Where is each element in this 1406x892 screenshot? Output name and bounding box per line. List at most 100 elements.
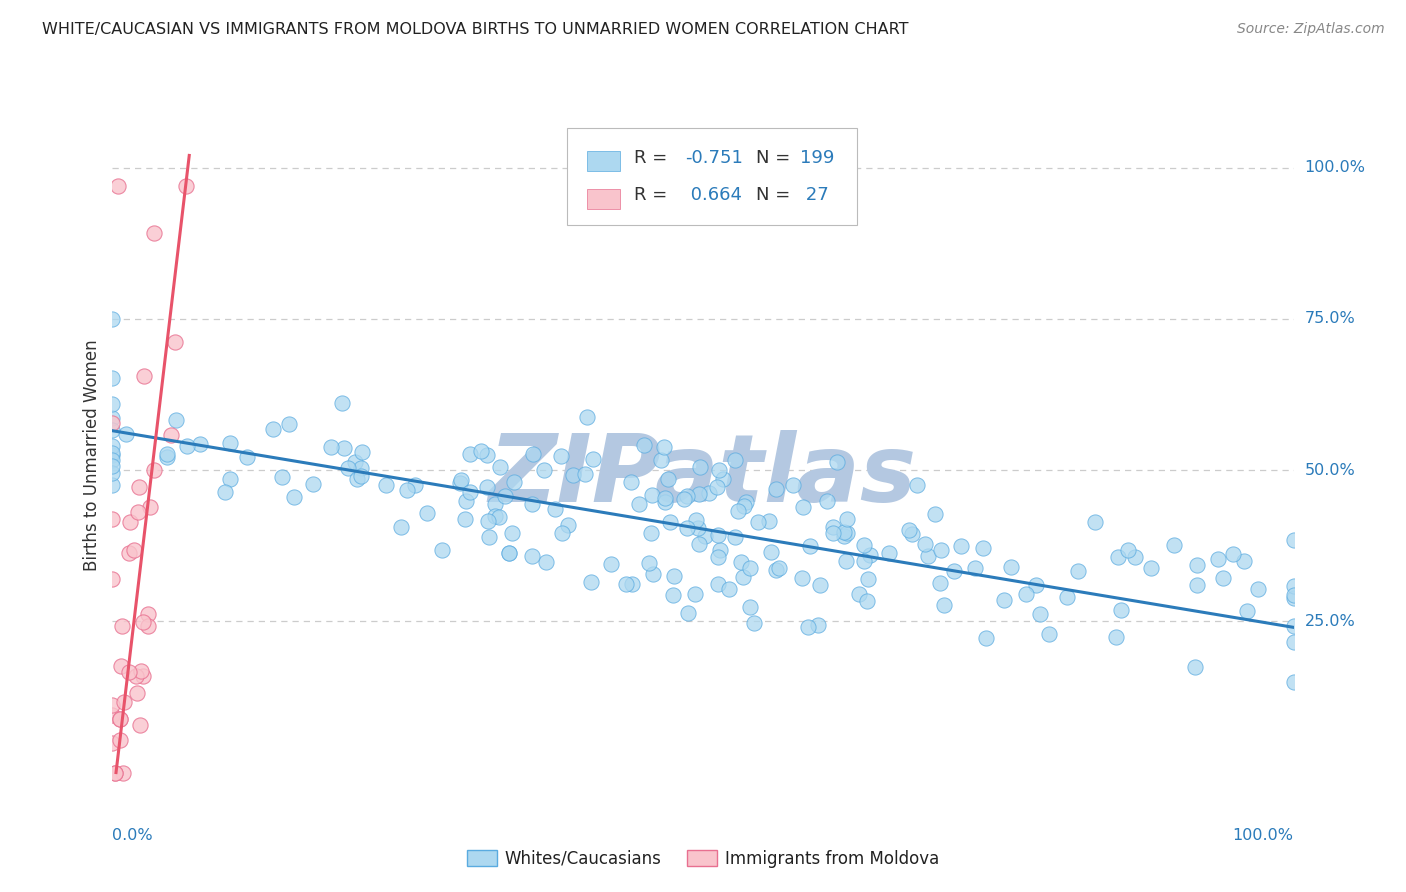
Point — [1118, 542, 1140, 557]
Text: R =: R = — [634, 149, 673, 167]
Point — [914, 536, 936, 550]
Point — [498, 546, 520, 560]
Point — [489, 460, 512, 475]
Point — [115, 426, 138, 441]
Point — [271, 469, 294, 483]
Text: 27: 27 — [800, 186, 828, 204]
Point — [520, 497, 543, 511]
Point — [641, 488, 664, 502]
Point — [576, 409, 599, 424]
Point — [108, 713, 131, 727]
Point — [138, 500, 160, 514]
Point — [917, 549, 939, 563]
Point — [470, 444, 492, 458]
Point — [693, 529, 716, 543]
Point — [1282, 588, 1305, 602]
Point — [1282, 591, 1305, 605]
Point — [550, 449, 572, 463]
Point — [1236, 604, 1258, 618]
Text: ZIPatlas: ZIPatlas — [489, 430, 917, 522]
Text: 100.0%: 100.0% — [1233, 828, 1294, 843]
Point — [129, 718, 152, 732]
Point — [657, 472, 679, 486]
Point — [430, 542, 453, 557]
Point — [484, 497, 506, 511]
Point — [117, 546, 139, 560]
Point — [707, 577, 730, 591]
Point — [110, 658, 132, 673]
Point — [450, 473, 472, 487]
Point — [124, 669, 146, 683]
Point — [731, 569, 754, 583]
Point — [974, 631, 997, 645]
Point — [1140, 561, 1163, 575]
Point — [852, 554, 875, 568]
Point — [333, 441, 356, 455]
Point — [664, 568, 686, 582]
Point — [641, 567, 664, 582]
Point — [132, 615, 155, 629]
FancyBboxPatch shape — [567, 128, 856, 226]
Point — [101, 708, 124, 723]
Point — [127, 506, 149, 520]
Point — [661, 588, 683, 602]
Point — [1038, 626, 1060, 640]
Point — [218, 435, 240, 450]
Point — [1282, 618, 1305, 632]
Point — [686, 521, 709, 535]
Point — [494, 489, 516, 503]
Point — [112, 695, 135, 709]
Point — [808, 578, 831, 592]
Point — [136, 607, 159, 621]
Point — [790, 571, 813, 585]
Point — [1029, 607, 1052, 622]
Point — [1212, 570, 1234, 584]
Point — [156, 447, 179, 461]
Point — [707, 528, 730, 542]
Point — [724, 453, 747, 467]
Point — [478, 530, 501, 544]
Point — [1185, 578, 1208, 592]
Point — [905, 477, 928, 491]
Point — [101, 459, 124, 474]
Point — [652, 440, 675, 454]
Point — [859, 548, 882, 562]
Point — [101, 416, 124, 430]
Point — [724, 530, 747, 544]
Point — [832, 528, 855, 542]
Point — [965, 561, 987, 575]
Point — [557, 518, 579, 533]
Point — [160, 428, 183, 442]
Point — [1206, 552, 1229, 566]
Point — [685, 513, 707, 527]
Point — [330, 395, 353, 409]
Point — [697, 486, 720, 500]
Point — [475, 448, 498, 462]
Point — [449, 476, 471, 491]
Point — [101, 411, 124, 425]
Point — [848, 587, 870, 601]
Text: Source: ZipAtlas.com: Source: ZipAtlas.com — [1237, 22, 1385, 37]
Point — [1247, 582, 1270, 596]
Point — [717, 582, 740, 596]
Point — [344, 455, 367, 469]
Point — [832, 524, 855, 539]
Point — [120, 515, 142, 529]
Point — [562, 468, 585, 483]
Point — [136, 618, 159, 632]
Point — [404, 478, 426, 492]
Point — [929, 575, 952, 590]
Point — [1233, 554, 1256, 568]
Point — [1084, 515, 1107, 529]
Point — [129, 664, 152, 678]
Point — [477, 515, 499, 529]
Point — [118, 665, 141, 679]
Point — [825, 455, 848, 469]
Point — [993, 592, 1015, 607]
Point — [821, 526, 844, 541]
Point — [350, 461, 373, 475]
FancyBboxPatch shape — [588, 189, 620, 209]
Point — [929, 543, 952, 558]
Point — [574, 467, 596, 481]
Point — [747, 516, 769, 530]
